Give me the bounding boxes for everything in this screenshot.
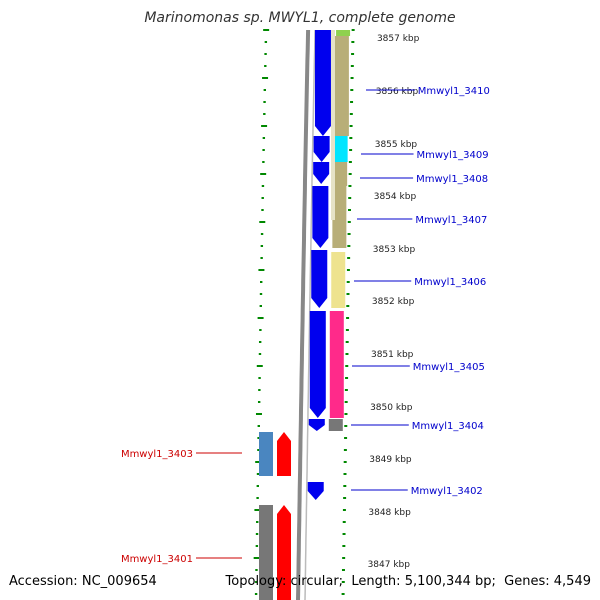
gene-forward-arrow — [307, 482, 324, 500]
cog-category-block — [336, 30, 351, 36]
topology-value: circular — [290, 574, 339, 589]
gene-label-forward: Mmwyl1_3410 — [418, 86, 490, 97]
accession-value: NC_009654 — [81, 574, 157, 589]
gene-label-forward: Mmwyl1_3406 — [414, 277, 486, 288]
accession-label: Accession: — [9, 574, 78, 589]
cog-category-block — [333, 162, 348, 186]
scale-label: 3848 kbp — [368, 508, 411, 518]
gene-labels: Mmwyl1_3410 Mmwyl1_3409 Mmwyl1_3408 Mmwyl1_… — [121, 86, 490, 565]
gene-forward-arrow — [314, 30, 331, 136]
gene-reverse-arrow — [277, 432, 291, 476]
scale-label: 3856 kbp — [376, 87, 419, 97]
scale-ticks — [253, 29, 355, 595]
backbone-outer — [296, 29, 311, 600]
genes-label: Genes: — [504, 574, 550, 589]
scale-labels: 3857 kbp 3856 kbp 3855 kbp 3854 kbp 3853 kbp… — [368, 34, 420, 570]
backbone-inner — [304, 29, 316, 600]
genes-value: 4,549 — [553, 574, 591, 589]
accession-info: Accession: NC_009654 — [9, 574, 157, 589]
cog-category-block — [259, 505, 273, 600]
cog-category-block — [259, 432, 273, 476]
gene-label-forward: Mmwyl1_3402 — [411, 486, 483, 497]
gene-label-reverse: Mmwyl1_3403 — [121, 449, 193, 460]
cog-category-block — [334, 36, 349, 136]
scale-label: 3854 kbp — [374, 192, 417, 202]
gene-label-forward: Mmwyl1_3405 — [413, 362, 485, 373]
length-value: 5,100,344 bp — [404, 574, 492, 589]
gene-label-reverse: Mmwyl1_3401 — [121, 554, 193, 565]
gene-forward-arrow — [313, 162, 330, 184]
scale-label: 3850 kbp — [370, 403, 413, 413]
gene-label-forward: Mmwyl1_3408 — [416, 174, 488, 185]
map-title: Marinomonas sp. MWYL1, complete genome — [144, 10, 456, 26]
scale-label: 3852 kbp — [372, 297, 415, 307]
scale-label: 3849 kbp — [369, 455, 412, 465]
gene-label-forward: Mmwyl1_3404 — [412, 421, 484, 432]
cog-backing — [331, 30, 335, 220]
gene-forward-arrow — [312, 186, 329, 248]
cog-category-block — [328, 419, 343, 431]
cog-category-block — [329, 311, 344, 418]
genome-backbone — [296, 29, 316, 600]
scale-label: 3847 kbp — [368, 560, 411, 570]
gene-forward-arrow — [308, 419, 325, 431]
cog-category-block — [331, 252, 346, 308]
gene-reverse-arrow — [277, 505, 291, 600]
gene-forward-arrow — [311, 250, 328, 308]
gene-label-forward: Mmwyl1_3409 — [417, 150, 489, 161]
scale-label: 3851 kbp — [371, 350, 414, 360]
topology-label: Topology: — [225, 574, 287, 589]
genome-stats: Topology: circular; Length: 5,100,344 bp… — [225, 574, 591, 589]
scale-label: 3853 kbp — [373, 245, 416, 255]
scale-label: 3855 kbp — [375, 140, 418, 150]
cog-category-block — [332, 186, 347, 248]
gene-forward-arrow — [309, 311, 326, 418]
gene-forward-arrow — [313, 136, 330, 162]
scale-label: 3857 kbp — [377, 34, 420, 44]
gene-features — [259, 30, 351, 600]
gene-label-forward: Mmwyl1_3407 — [415, 215, 487, 226]
length-label: Length: — [351, 574, 401, 589]
cog-category-block — [333, 136, 348, 162]
